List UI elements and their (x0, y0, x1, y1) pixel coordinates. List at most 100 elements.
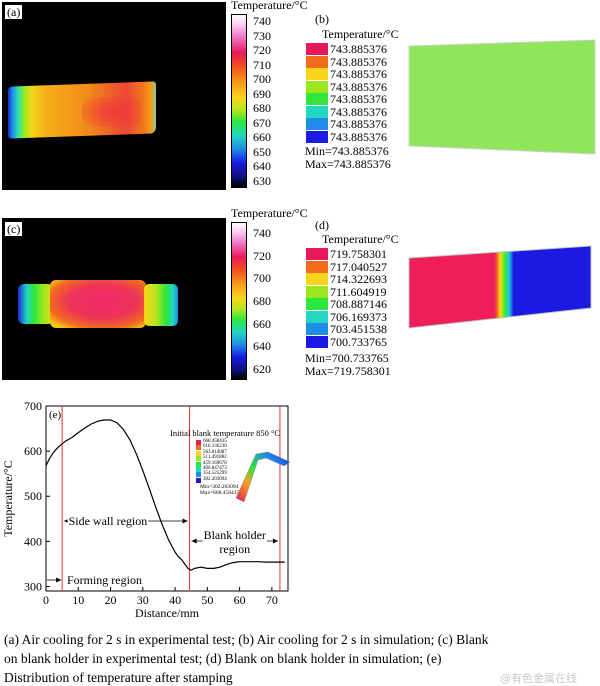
inset-legend-swatch (196, 477, 201, 483)
panel-c-blank-right (144, 284, 178, 326)
legend-d-value: 700.733765 (330, 334, 387, 349)
legend-b-swatch (306, 93, 328, 105)
colorbar-a-tick-660: 660 (253, 130, 271, 145)
y-axis-label: Temperature/°C (1, 460, 15, 537)
x-tick-label: 20 (105, 593, 117, 607)
blank-holder-label-bg (202, 528, 267, 542)
panel-d-legend-title: Temperature/°C (322, 232, 399, 246)
inset-legend-swatch (196, 450, 201, 456)
blank-holder-label-line-2: region (219, 542, 250, 556)
x-tick-label: 10 (72, 593, 84, 607)
inset-legend-swatch (196, 440, 201, 445)
panel-a-thermal-image (2, 2, 226, 190)
colorbar-a-tick-640: 640 (253, 159, 271, 174)
forming-region-label: Forming region (67, 573, 142, 587)
legend-b-swatch (306, 80, 328, 93)
x-tick-label: 40 (169, 593, 181, 607)
panel-e-inset-part-shape (235, 451, 291, 503)
inset-legend-value: 302.203094 (203, 476, 227, 482)
legend-b-value: 743.885376 (330, 67, 387, 81)
plot-frame (45, 405, 289, 592)
temperature-curve (45, 419, 285, 571)
legend-d-swatch (306, 298, 328, 310)
y-tick-label: 400 (24, 534, 42, 548)
panel-d-max: Max=719.758301 (305, 364, 391, 378)
x-tick-label: 70 (266, 593, 278, 607)
panel-b-min: Min=743.885376 (305, 144, 389, 158)
inset-legend-swatch (196, 467, 201, 472)
legend-d-swatch (306, 285, 328, 298)
watermark: @有色金属在线 (500, 672, 577, 685)
colorbar-a-tick-730: 730 (253, 28, 271, 43)
inset-legend-value: 668.458435 (203, 439, 227, 444)
inset-legend-swatch (196, 472, 201, 478)
panel-d-plate (408, 245, 592, 329)
legend-b-swatch (306, 130, 328, 143)
forming-arrowhead (56, 577, 62, 583)
legend-b-value: 743.885376 (330, 104, 387, 119)
panel-a-hot-core (82, 97, 142, 127)
legend-d-value: 717.040527 (330, 259, 387, 274)
panel-a-label: (a) (5, 5, 23, 19)
panel-b-plate (408, 39, 596, 155)
legend-d-value: 708.887146 (330, 297, 387, 311)
colorbar-a-tick-630: 630 (253, 173, 271, 188)
side-wall-label-bg (67, 514, 149, 528)
colorbar-c-tick-620: 620 (253, 361, 271, 376)
side-wall-label: Side wall region (69, 514, 148, 528)
figure-caption-line-2: on blank holder in experimental test; (d… (4, 651, 442, 666)
colorbar-c-tick-680: 680 (253, 294, 271, 308)
inset-legend-swatch (196, 445, 201, 451)
blank-holder-arrowhead-right (272, 538, 278, 544)
legend-d-swatch (306, 248, 328, 260)
x-tick-label: 50 (201, 593, 213, 607)
legend-d-value: 706.169373 (330, 309, 387, 324)
panel-e-label: (e) (49, 409, 62, 421)
panel-e-inset-min: Min=302.203094 (200, 484, 239, 490)
panel-e-line-chart: 0 10 20 30 40 50 60 70 300 400 500 600 700 Distance/m… (1, 399, 289, 620)
panel-b-legend-title: Temperature/°C (322, 27, 399, 41)
legend-d-swatch (306, 310, 328, 323)
panel-c-colorbar-title: Temperature/°C (231, 206, 308, 220)
legend-b-swatch (306, 55, 328, 68)
colorbar-a-tick-680: 680 (253, 101, 271, 116)
colorbar-c-tick-660: 660 (253, 316, 271, 331)
panel-c-blank-left (18, 284, 54, 324)
y-tick-label: 500 (24, 489, 42, 503)
x-axis-label: Distance/mm (135, 606, 200, 620)
legend-d-value: 714.322693 (330, 272, 387, 286)
colorbar-c-tick-740: 740 (253, 226, 271, 241)
colorbar-a-tick-670: 670 (253, 115, 271, 130)
inset-legend-value: 354.525299 (203, 471, 227, 477)
blank-holder-label-line-1: Blank holder (204, 528, 266, 542)
inset-legend-value: 459.169678 (203, 460, 227, 466)
panel-c-label: (c) (5, 222, 23, 236)
legend-d-value: 711.604919 (330, 284, 387, 299)
y-tick-label: 300 (24, 579, 42, 593)
panel-c-colorbar (231, 222, 247, 380)
y-tick-label: 600 (24, 444, 42, 458)
legend-b-value: 743.885376 (330, 117, 387, 131)
inset-legend-value: 511.491882 (203, 455, 227, 461)
inset-legend-value: 406.847473 (203, 466, 227, 471)
legend-d-swatch (306, 273, 328, 285)
panel-b-label: (b) (313, 12, 331, 26)
legend-d-value: 719.758301 (330, 247, 387, 261)
legend-b-swatch (306, 105, 328, 118)
colorbar-c-tick-720: 720 (253, 248, 271, 263)
legend-b-swatch (306, 43, 328, 55)
legend-b-value: 743.885376 (330, 54, 387, 69)
colorbar-a-tick-740: 740 (253, 14, 271, 29)
colorbar-c-tick-700: 700 (253, 271, 271, 286)
colorbar-c-tick-640: 640 (253, 339, 271, 354)
inset-legend-swatch (196, 456, 201, 462)
inset-legend-value: 563.814087 (203, 449, 227, 455)
colorbar-a-tick-710: 710 (253, 57, 271, 72)
legend-d-swatch (306, 260, 328, 273)
panel-e-inset-part (235, 451, 291, 503)
inset-legend-swatch (196, 461, 201, 467)
panel-b-max: Max=743.885376 (305, 157, 391, 171)
colorbar-a-tick-650: 650 (253, 144, 271, 159)
side-wall-arrowhead-right (182, 518, 188, 524)
legend-b-value: 743.885376 (330, 42, 387, 56)
